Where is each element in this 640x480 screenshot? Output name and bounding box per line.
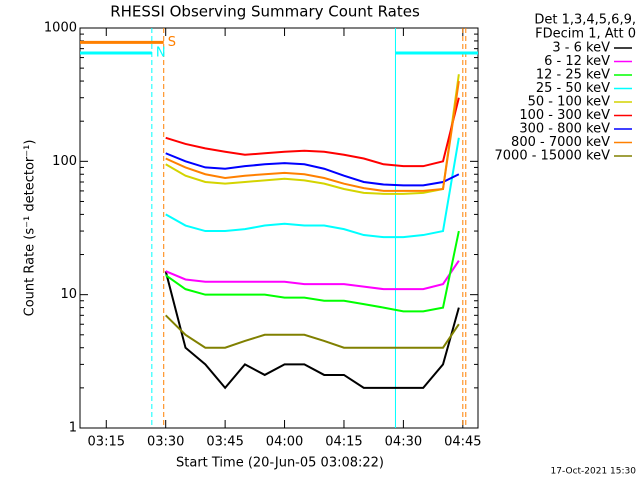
legend-label: 300 - 800 keV [519, 122, 610, 137]
legend-label: 12 - 25 keV [536, 68, 610, 83]
y-tick-label: 1 [69, 421, 77, 436]
legend-label: 100 - 300 keV [519, 108, 610, 123]
x-tick-label: 04:15 [325, 435, 362, 450]
legend-label: 800 - 7000 keV [511, 135, 610, 150]
legend-label: 50 - 100 keV [528, 95, 611, 110]
series-line [165, 80, 460, 192]
x-tick-label: 04:00 [266, 435, 303, 450]
legend-label: 6 - 12 keV [544, 54, 610, 69]
chart-title: RHESSI Observing Summary Count Rates [110, 3, 420, 21]
x-tick-label: 03:15 [88, 435, 125, 450]
series-line [165, 74, 460, 195]
legend-label: 7000 - 15000 keV [495, 149, 611, 164]
legend-label: 3 - 6 keV [552, 41, 610, 56]
y-axis-label: Count Rate (s⁻¹ detector⁻¹) [23, 140, 38, 317]
series-line [165, 137, 460, 239]
x-tick-label: 04:30 [385, 435, 422, 450]
x-axis-label: Start Time (20-Jun-05 03:08:22) [176, 456, 384, 471]
legend-header: FDecim 1, Att 0 [535, 27, 636, 42]
y-tick-label: 100 [52, 154, 77, 169]
footer-date: 17-Oct-2021 15:30 [551, 467, 637, 477]
series-line [164, 270, 460, 390]
flag-label: N [156, 45, 166, 60]
x-tick-label: 04:45 [444, 435, 481, 450]
plot-frame [79, 27, 479, 429]
y-tick-label: 1000 [44, 21, 77, 36]
y-tick-label: 10 [60, 287, 77, 302]
flag-label: S [168, 35, 176, 50]
series-line [165, 260, 460, 291]
legend-header: Det 1,3,4,5,6,9, [534, 13, 636, 28]
series-line [164, 314, 460, 349]
x-tick-label: 03:45 [206, 435, 243, 450]
series-line [165, 230, 460, 313]
x-tick-label: 03:30 [147, 435, 184, 450]
legend-label: 25 - 50 keV [536, 81, 610, 96]
series-line [165, 152, 460, 187]
series-line [165, 97, 460, 168]
